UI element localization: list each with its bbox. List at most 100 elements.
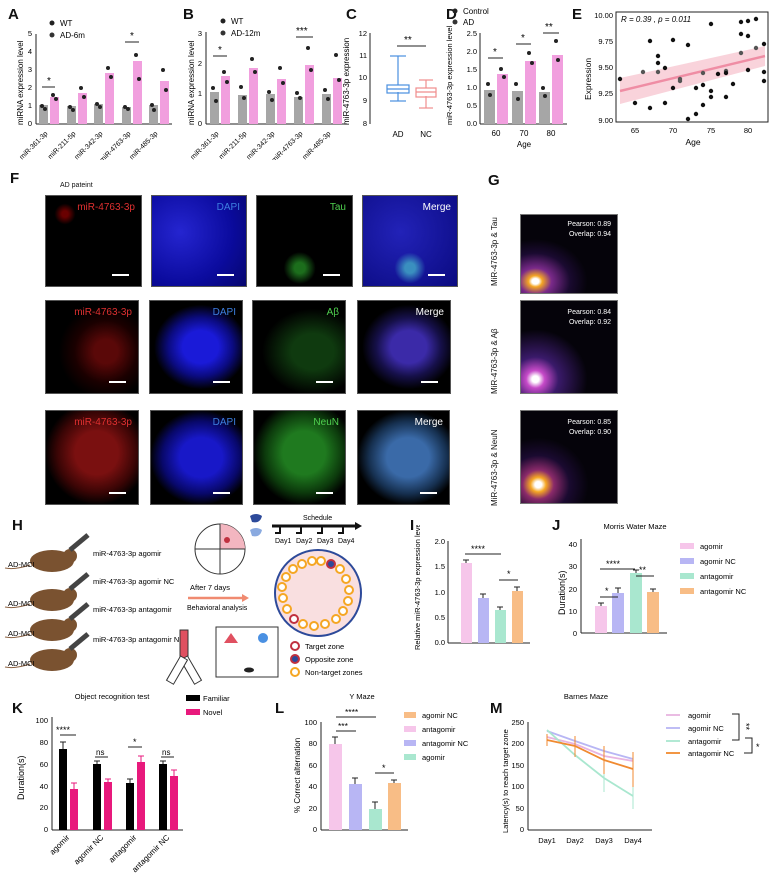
svg-text:*: *: [218, 45, 222, 56]
svg-text:**: **: [545, 22, 553, 33]
svg-text:0: 0: [520, 825, 524, 834]
svg-text:miR-4763-3p antagomir: miR-4763-3p antagomir: [93, 605, 172, 614]
g-label-neun: MiR-4763-3p & NeuN: [490, 429, 499, 506]
svg-text:Expression: Expression: [583, 58, 593, 100]
svg-text:***: ***: [296, 26, 308, 37]
svg-text:1.5: 1.5: [435, 562, 445, 571]
svg-text:*: *: [493, 47, 497, 58]
svg-text:Day3: Day3: [317, 538, 333, 545]
svg-text:Duration(s): Duration(s): [16, 755, 26, 800]
micrograph-mir-abeta: miR-4763-3p: [45, 300, 139, 394]
panel-k-chart: Object recognition test Familiar Novel D…: [16, 692, 230, 874]
panel-label-k: K: [12, 700, 23, 717]
svg-text:*: *: [133, 737, 137, 747]
svg-text:10: 10: [359, 73, 367, 82]
svg-text:2: 2: [198, 59, 202, 68]
svg-text:60: 60: [492, 129, 501, 138]
g-label-abeta: MiR-4763-3p & Aβ: [490, 328, 499, 394]
svg-text:1.0: 1.0: [435, 588, 445, 597]
panel-label-l: L: [275, 700, 285, 717]
svg-text:AD-12m: AD-12m: [231, 29, 261, 38]
svg-text:8: 8: [363, 119, 367, 128]
svg-text:****: ****: [606, 559, 621, 569]
svg-text:miR-361-3p: miR-361-3p: [190, 130, 221, 160]
micrograph-mir-neun: miR-4763-3p: [45, 410, 139, 505]
g-label-tau: MiR-4763-3p & Tau: [490, 217, 499, 286]
svg-text:*: *: [47, 76, 51, 87]
svg-text:Latency(s) to reach target zon: Latency(s) to reach target zone: [501, 729, 510, 833]
micrograph-tau: Tau: [256, 195, 353, 287]
svg-text:Relative miR-4763-3p expressio: Relative miR-4763-3p expression level: [413, 525, 422, 650]
svg-text:agomir NC: agomir NC: [72, 833, 106, 867]
coloc-scatter-abeta: Pearson: 0.84 Overlap: 0.92: [520, 300, 618, 394]
svg-text:*: *: [605, 586, 609, 596]
svg-text:Day2: Day2: [296, 538, 312, 545]
svg-text:9.25: 9.25: [598, 89, 613, 98]
svg-text:miR-342-3p: miR-342-3p: [246, 130, 277, 160]
micrograph-merge-abeta: Merge: [357, 300, 451, 394]
f-subtitle: AD pateint: [60, 182, 93, 189]
svg-text:2.0: 2.0: [467, 47, 477, 56]
svg-text:miR-485-3p: miR-485-3p: [302, 130, 333, 160]
micrograph-merge-tau: Merge: [362, 195, 458, 287]
svg-text:40: 40: [40, 782, 48, 791]
svg-text:antagomir: antagomir: [422, 725, 456, 734]
svg-text:250: 250: [511, 718, 524, 727]
svg-text:75: 75: [707, 126, 715, 135]
svg-text:miR-4763-3p: miR-4763-3p: [271, 130, 305, 160]
svg-text:65: 65: [631, 126, 639, 135]
svg-text:Day3: Day3: [595, 836, 613, 845]
svg-text:2.0: 2.0: [435, 537, 445, 546]
svg-text:70: 70: [520, 129, 529, 138]
svg-text:0: 0: [313, 825, 317, 834]
svg-text:AD-MCI: AD-MCI: [8, 560, 35, 569]
svg-text:3: 3: [28, 65, 32, 74]
svg-text:10.00: 10.00: [594, 11, 613, 20]
svg-text:AD-MCI: AD-MCI: [8, 659, 35, 668]
svg-text:Opposite zone: Opposite zone: [305, 655, 353, 664]
panel-label-c: C: [346, 6, 357, 23]
micrograph-merge-neun: Merge: [357, 410, 450, 505]
svg-text:11: 11: [359, 51, 367, 60]
svg-text:AD-6m: AD-6m: [60, 31, 85, 40]
svg-text:80: 80: [547, 129, 556, 138]
svg-text:WT: WT: [231, 17, 244, 26]
svg-text:Familiar: Familiar: [203, 694, 230, 703]
panel-label-d: D: [446, 6, 457, 23]
svg-text:WT: WT: [60, 19, 73, 28]
svg-text:9.75: 9.75: [598, 37, 613, 46]
svg-text:80: 80: [309, 739, 317, 748]
svg-text:0.5: 0.5: [467, 101, 477, 110]
svg-text:antagomir NC: antagomir NC: [700, 587, 747, 596]
svg-text:Behavioral analysis: Behavioral analysis: [187, 605, 248, 612]
svg-text:Non-target zones: Non-target zones: [305, 668, 363, 677]
svg-text:ns: ns: [162, 748, 170, 757]
svg-text:**: **: [404, 35, 412, 46]
svg-text:*: *: [507, 569, 511, 579]
svg-text:20: 20: [309, 804, 317, 813]
panel-label-m: M: [490, 700, 503, 717]
svg-text:4: 4: [28, 47, 32, 56]
svg-text:0.0: 0.0: [435, 638, 445, 647]
svg-text:50: 50: [516, 804, 524, 813]
panel-a-chart: WT AD-6m miRNA expression level 0 1 2 3 4 5…: [16, 19, 172, 160]
panel-label-g: G: [488, 172, 500, 189]
svg-text:100: 100: [35, 716, 48, 725]
micrograph-mir-tau: miR-4763-3p: [45, 195, 142, 287]
panel-m-chart: Barnes Maze Latency(s) to reach target z…: [501, 692, 760, 845]
svg-text:1: 1: [198, 89, 202, 98]
svg-text:antagomir: antagomir: [688, 737, 722, 746]
svg-text:agomir NC: agomir NC: [700, 557, 736, 566]
svg-text:Day4: Day4: [624, 836, 642, 845]
svg-text:70: 70: [669, 126, 677, 135]
panel-b-chart: WT AD-12m miRNA expression level 0 1 2 3 *…: [187, 17, 347, 160]
svg-text:Barnes Maze: Barnes Maze: [564, 692, 608, 701]
svg-text:miR-4763-3p expression: miR-4763-3p expression: [342, 38, 351, 125]
svg-text:*: *: [130, 31, 134, 42]
svg-text:Control: Control: [463, 7, 489, 16]
svg-text:9: 9: [363, 96, 367, 105]
svg-text:miR-4763-3p antagomir NC: miR-4763-3p antagomir NC: [93, 635, 185, 644]
svg-text:Target zone: Target zone: [305, 642, 344, 651]
svg-text:miR-211-5p: miR-211-5p: [47, 130, 78, 160]
svg-text:10: 10: [569, 607, 577, 616]
